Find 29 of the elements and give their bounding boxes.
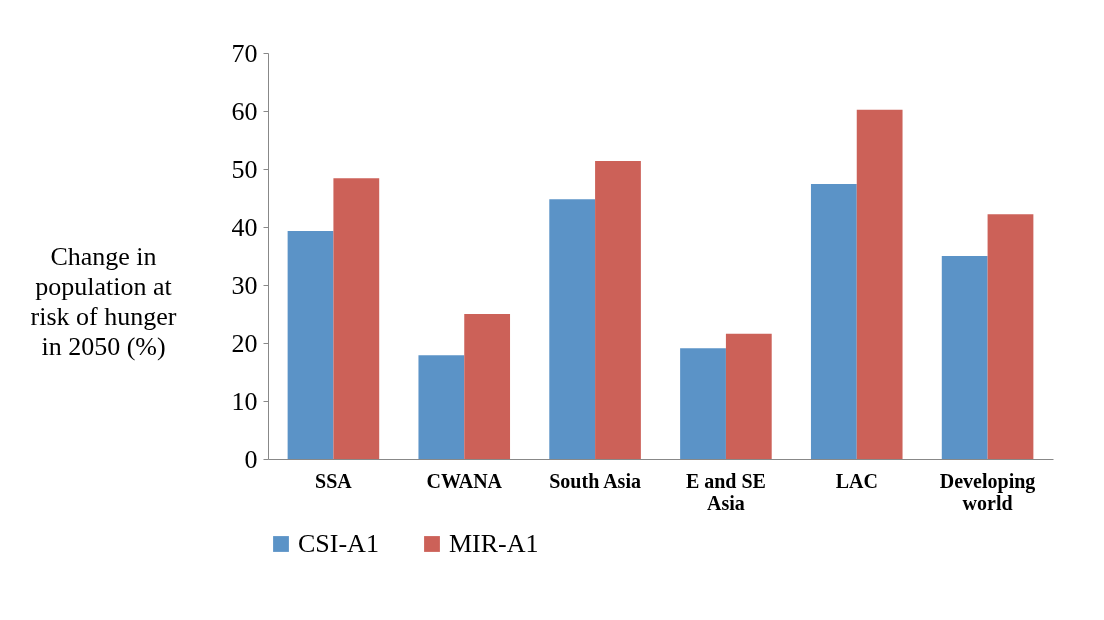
y-tick-label: 0	[244, 444, 258, 474]
x-tick-label: LAC	[835, 469, 878, 492]
bar	[810, 184, 857, 459]
legend-label: CSI-A1	[298, 529, 379, 558]
x-tick-label: SSA	[315, 469, 353, 492]
y-tick-label: 50	[231, 154, 258, 184]
bar	[680, 348, 726, 459]
legend-label: MIR-A1	[449, 529, 539, 558]
y-axis-title: Change in population at risk of hunger in 2050 (%)	[30, 241, 177, 361]
bar	[418, 355, 465, 459]
bar	[464, 314, 511, 459]
bar	[549, 199, 596, 459]
y-tick-label: 70	[231, 38, 258, 68]
y-tick-label: 10	[231, 386, 258, 416]
x-tick-label: South Asia	[549, 469, 641, 492]
bar	[595, 160, 641, 459]
y-tick-label: 20	[231, 328, 258, 358]
x-tick-label: Developing world	[939, 469, 1036, 514]
y-tick-label: 30	[231, 270, 258, 300]
bar	[287, 231, 334, 459]
y-tick-label: 60	[231, 96, 258, 126]
bar	[941, 256, 988, 459]
bar	[856, 109, 903, 459]
bar	[725, 333, 772, 459]
bar	[987, 214, 1034, 459]
x-tick-label: E and SE Asia	[685, 469, 766, 514]
y-tick-label: 40	[231, 212, 258, 242]
bar	[333, 178, 380, 459]
x-tick-label: CWANA	[426, 469, 503, 492]
